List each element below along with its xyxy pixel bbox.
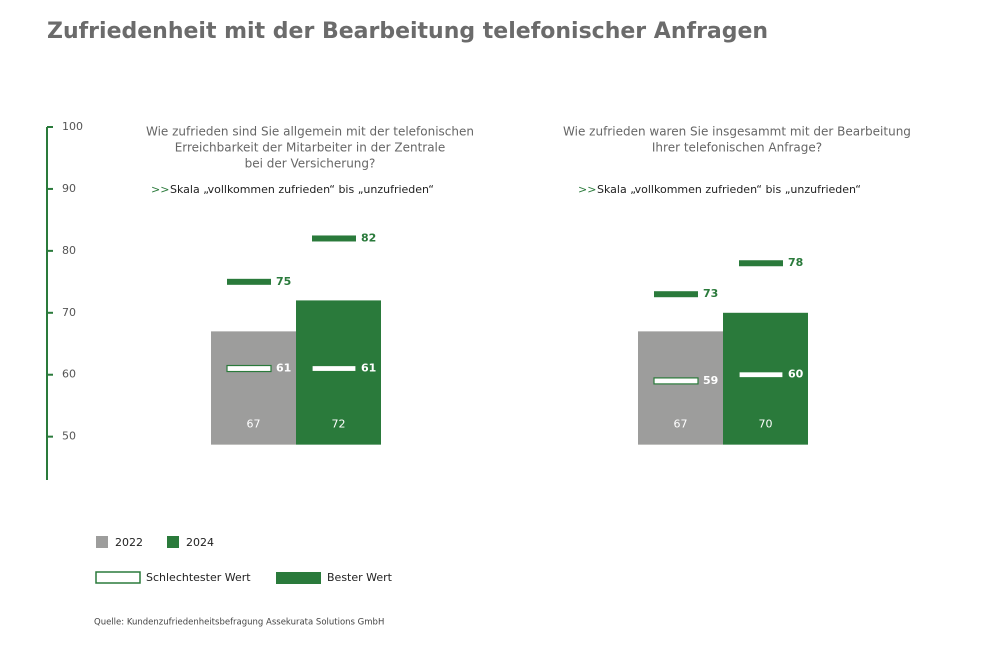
y-tick-label: 80 bbox=[62, 244, 76, 257]
source: Quelle: Kundenzufriedenheitsbefragung As… bbox=[94, 618, 384, 628]
worst-marker bbox=[653, 377, 699, 385]
y-tick-label: 60 bbox=[62, 368, 76, 381]
best-marker bbox=[654, 291, 698, 298]
worst-marker bbox=[738, 371, 784, 379]
y-tick-label: 50 bbox=[62, 430, 76, 443]
worst-marker bbox=[311, 364, 357, 373]
question: bei der Versicherung? bbox=[245, 157, 376, 171]
question: Wie zufrieden waren Sie insgesammt mit d… bbox=[563, 125, 911, 139]
legend-worst-label: Schlechtester Wert bbox=[146, 571, 251, 584]
bar bbox=[638, 331, 723, 445]
chart-title: Zufriedenheit mit der Bearbeitung telefo… bbox=[47, 19, 768, 44]
legend-best-label: Bester Wert bbox=[327, 571, 393, 584]
best-label: 82 bbox=[361, 231, 376, 244]
legend-label: 2022 bbox=[115, 536, 143, 549]
bar bbox=[723, 312, 808, 445]
best-label: 75 bbox=[276, 275, 291, 288]
legend-swatch bbox=[167, 536, 179, 548]
worst-label: 61 bbox=[276, 362, 291, 375]
bar-label: 67 bbox=[674, 418, 688, 431]
bar-label: 72 bbox=[332, 418, 346, 431]
y-tick-label: 90 bbox=[62, 182, 76, 195]
y-tick-label: 100 bbox=[62, 120, 83, 133]
scale-marker: >> bbox=[151, 183, 169, 196]
bar bbox=[211, 331, 296, 445]
best-marker bbox=[739, 260, 783, 267]
question: Erreichbarkeit der Mitarbeiter in der Ze… bbox=[175, 141, 446, 155]
best-marker bbox=[227, 278, 271, 285]
legend-label: 2024 bbox=[186, 536, 214, 549]
best-label: 78 bbox=[788, 256, 803, 269]
worst-label: 61 bbox=[361, 362, 376, 375]
scale-note: Skala „vollkommen zufrieden“ bis „unzufr… bbox=[597, 183, 861, 196]
y-tick-label: 70 bbox=[62, 306, 76, 319]
best-label: 73 bbox=[703, 287, 718, 300]
legend-swatch bbox=[96, 536, 108, 548]
legend-best bbox=[276, 572, 321, 584]
worst-marker bbox=[226, 364, 272, 373]
best-marker bbox=[312, 235, 356, 242]
worst-label: 59 bbox=[703, 374, 718, 387]
question: Ihrer telefonischen Anfrage? bbox=[652, 141, 822, 155]
legend-worst bbox=[95, 571, 141, 584]
scale-note: Skala „vollkommen zufrieden“ bis „unzufr… bbox=[170, 183, 434, 196]
worst-label: 60 bbox=[788, 368, 804, 381]
question: Wie zufrieden sind Sie allgemein mit der… bbox=[146, 125, 474, 139]
bar-label: 70 bbox=[759, 418, 773, 431]
bar-label: 67 bbox=[247, 418, 261, 431]
bar bbox=[296, 300, 381, 445]
scale-marker: >> bbox=[578, 183, 596, 196]
